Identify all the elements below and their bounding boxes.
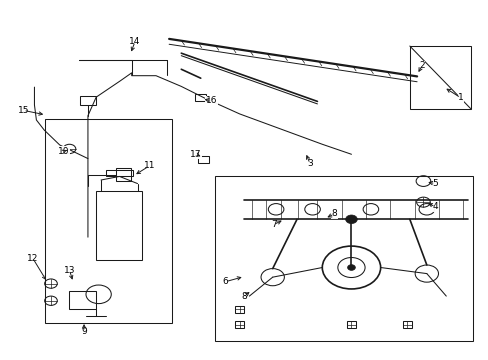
Text: 12: 12: [27, 254, 39, 263]
Bar: [80, 96, 96, 105]
Bar: [409, 46, 469, 109]
Bar: [69, 292, 96, 309]
Text: 2: 2: [418, 61, 424, 70]
Text: 10: 10: [58, 147, 69, 156]
Bar: [96, 191, 142, 260]
Circle shape: [347, 265, 355, 270]
Bar: [235, 306, 244, 312]
Bar: [195, 94, 205, 101]
Text: 4: 4: [432, 202, 438, 211]
Bar: [215, 176, 472, 341]
Text: 15: 15: [18, 106, 29, 115]
Text: 14: 14: [129, 37, 141, 46]
Bar: [198, 156, 208, 163]
Text: 8: 8: [241, 292, 247, 301]
Bar: [402, 321, 411, 328]
Text: 16: 16: [205, 96, 217, 105]
Text: 9: 9: [81, 327, 87, 336]
Bar: [45, 119, 171, 323]
Bar: [116, 168, 131, 181]
Text: 1: 1: [457, 93, 463, 102]
Text: 8: 8: [331, 210, 337, 219]
Circle shape: [345, 215, 357, 224]
Bar: [235, 321, 244, 328]
Text: 6: 6: [222, 277, 227, 286]
Text: 7: 7: [270, 220, 276, 229]
Text: 3: 3: [306, 159, 312, 168]
Bar: [106, 170, 132, 176]
Text: 13: 13: [63, 266, 75, 275]
Bar: [346, 321, 355, 328]
Text: 11: 11: [143, 161, 155, 170]
Text: 5: 5: [432, 179, 438, 188]
Text: 17: 17: [190, 150, 201, 159]
